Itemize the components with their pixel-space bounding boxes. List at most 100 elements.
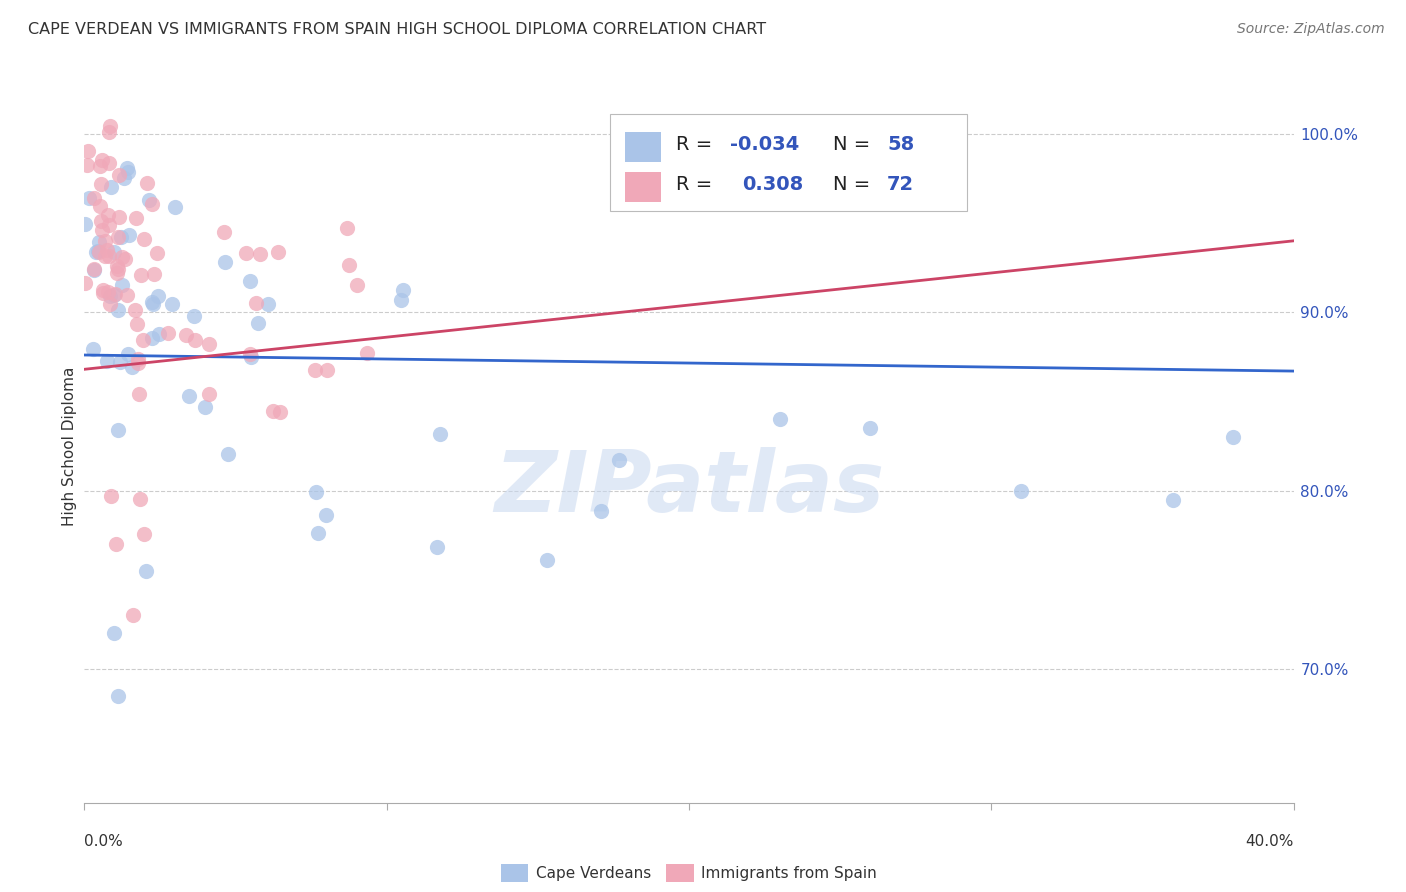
Point — [125, 317, 148, 331]
Text: Source: ZipAtlas.com: Source: ZipAtlas.com — [1237, 22, 1385, 37]
Point — [134, 527, 156, 541]
Point — [121, 359, 143, 374]
Point — [141, 295, 163, 310]
Point — [98, 297, 121, 311]
Point — [127, 356, 149, 370]
Point — [73, 217, 96, 231]
Text: N =: N = — [832, 135, 876, 153]
Point — [98, 156, 121, 170]
Point — [111, 277, 134, 292]
Point — [197, 337, 219, 351]
Point — [249, 247, 271, 261]
Point — [305, 484, 328, 499]
Point — [346, 278, 368, 293]
Point — [316, 363, 339, 377]
Point — [127, 351, 149, 366]
Point — [769, 412, 792, 426]
Point — [163, 200, 186, 214]
Text: 58: 58 — [887, 135, 914, 153]
Point — [131, 268, 153, 282]
Point — [336, 221, 359, 235]
Point — [117, 165, 139, 179]
Point — [108, 355, 131, 369]
Point — [218, 447, 240, 461]
Point — [267, 245, 290, 260]
Point — [89, 198, 111, 212]
Point — [107, 210, 129, 224]
Point — [240, 350, 263, 364]
Point — [77, 191, 100, 205]
Point — [156, 326, 179, 341]
Point — [136, 176, 159, 190]
Point — [100, 489, 122, 503]
Point — [103, 626, 125, 640]
Point — [392, 283, 415, 297]
Point — [77, 144, 100, 158]
Text: R =: R = — [676, 175, 724, 194]
Point — [107, 689, 129, 703]
Point — [269, 405, 291, 419]
Point — [389, 293, 412, 308]
Point — [1222, 430, 1244, 444]
Point — [98, 249, 121, 263]
Point — [356, 345, 378, 359]
Point — [83, 191, 105, 205]
Point — [91, 285, 114, 300]
Point — [148, 326, 170, 341]
Point — [315, 508, 337, 523]
Point — [114, 252, 136, 267]
Point — [426, 540, 449, 554]
Point — [239, 274, 262, 288]
Point — [239, 347, 262, 361]
Point — [177, 389, 200, 403]
Point — [194, 400, 217, 414]
Point — [103, 287, 125, 301]
FancyBboxPatch shape — [610, 114, 967, 211]
Point — [89, 245, 111, 260]
Point — [104, 287, 127, 301]
Point — [107, 262, 129, 277]
Point — [98, 289, 121, 303]
Point — [110, 229, 132, 244]
Point — [96, 243, 118, 257]
Point — [104, 537, 127, 551]
Point — [107, 230, 129, 244]
Point — [82, 342, 104, 356]
Point — [138, 193, 160, 207]
Point — [247, 316, 270, 330]
Point — [128, 387, 150, 401]
Point — [107, 303, 129, 318]
Point — [308, 525, 330, 540]
Point — [304, 363, 326, 377]
Point — [91, 223, 114, 237]
Point — [198, 386, 221, 401]
Point — [536, 553, 558, 567]
Point — [100, 179, 122, 194]
Point — [235, 245, 257, 260]
Point — [118, 228, 141, 243]
Y-axis label: High School Diploma: High School Diploma — [62, 367, 77, 525]
Point — [75, 276, 97, 290]
Point — [214, 255, 236, 269]
Point — [141, 331, 163, 345]
Point — [91, 153, 114, 167]
Point — [98, 119, 121, 133]
Point — [183, 310, 205, 324]
Point — [1011, 483, 1033, 498]
Point — [90, 178, 112, 192]
Point — [97, 285, 120, 299]
FancyBboxPatch shape — [624, 171, 661, 202]
Point — [83, 262, 105, 277]
Point — [91, 283, 114, 297]
Point — [94, 250, 117, 264]
Text: 0.0%: 0.0% — [84, 834, 124, 849]
Text: 40.0%: 40.0% — [1246, 834, 1294, 849]
Text: ZIPatlas: ZIPatlas — [494, 447, 884, 531]
Point — [108, 168, 131, 182]
Point — [859, 421, 882, 435]
Point — [212, 225, 235, 239]
Text: 0.308: 0.308 — [742, 175, 803, 194]
Point — [262, 404, 284, 418]
Point — [105, 266, 128, 280]
Text: 72: 72 — [887, 175, 914, 194]
